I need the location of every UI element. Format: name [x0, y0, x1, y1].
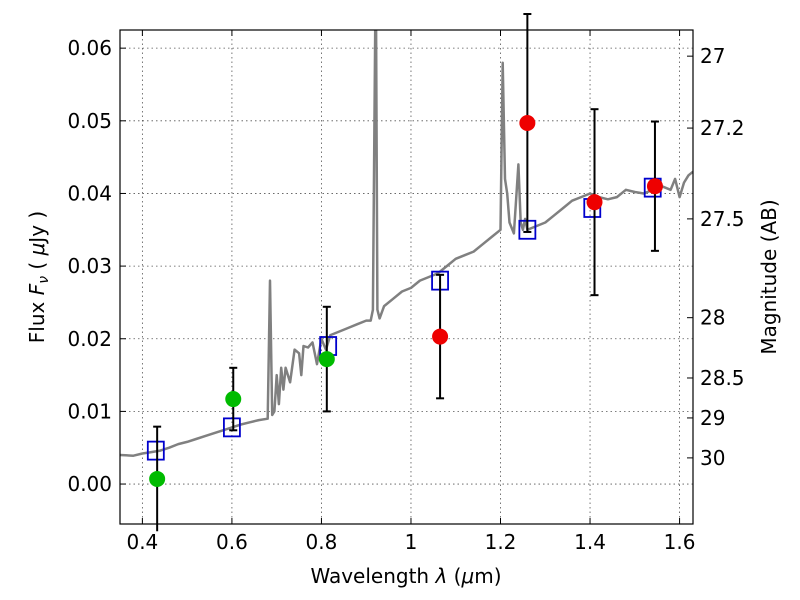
y2-tick-label: 27.2: [700, 116, 745, 140]
y2-tick-label: 27.5: [700, 207, 745, 231]
y-tick-label: 0.04: [67, 181, 112, 205]
data-layer: [120, 30, 693, 461]
y-tick-label: 0.05: [67, 109, 112, 133]
x-tick-label: 1.4: [574, 530, 606, 554]
optical-detection-point: [318, 351, 335, 368]
optical-detection-point: [149, 470, 166, 487]
model-photometry-square: [223, 417, 241, 438]
model-spectrum-line: [120, 30, 693, 457]
x-tick-label: 0.4: [126, 530, 158, 554]
y-tick-label: 0.06: [67, 36, 112, 60]
nir-detection-point: [432, 328, 449, 345]
x-tick-label: 0.8: [306, 530, 338, 554]
nir-detection-point: [519, 114, 536, 131]
y-tick-label: 0.00: [67, 472, 112, 496]
x-tick-label: 0.6: [216, 530, 248, 554]
errorbar-layer: [149, 13, 663, 532]
y-tick-label: 0.02: [67, 327, 112, 351]
nir-detection-point: [586, 194, 603, 211]
y2-axis-title: Magnitude (AB): [757, 199, 781, 354]
y2-tick-label: 30: [700, 446, 725, 470]
x-tick-label: 1.2: [485, 530, 517, 554]
optical-detection-point: [225, 391, 242, 408]
ticks: 0.4 0.6 0.8 1 1.2 1.4 1.6 0.00 0.01 0.02 0.03 0.04 0…: [67, 30, 745, 554]
y2-tick-label: 29: [700, 406, 725, 430]
x-tick-label: 1.6: [664, 530, 696, 554]
y-tick-label: 0.03: [67, 254, 112, 278]
plot-background: [120, 30, 693, 524]
y-tick-label: 0.01: [67, 399, 112, 423]
grid: [120, 30, 693, 524]
plot-frame: [119, 29, 694, 525]
y2-tick-label: 27: [700, 44, 725, 68]
x-axis-title: Wavelength λ (μm): [310, 564, 501, 588]
y-axis-title: Flux Fν ( μJy ): [25, 211, 52, 343]
y2-tick-label: 28.5: [700, 366, 745, 390]
model-photometry-square: [146, 440, 165, 461]
nir-detection-point: [646, 178, 663, 195]
y2-tick-label: 28: [700, 306, 725, 330]
x-tick-label: 1: [405, 530, 418, 554]
